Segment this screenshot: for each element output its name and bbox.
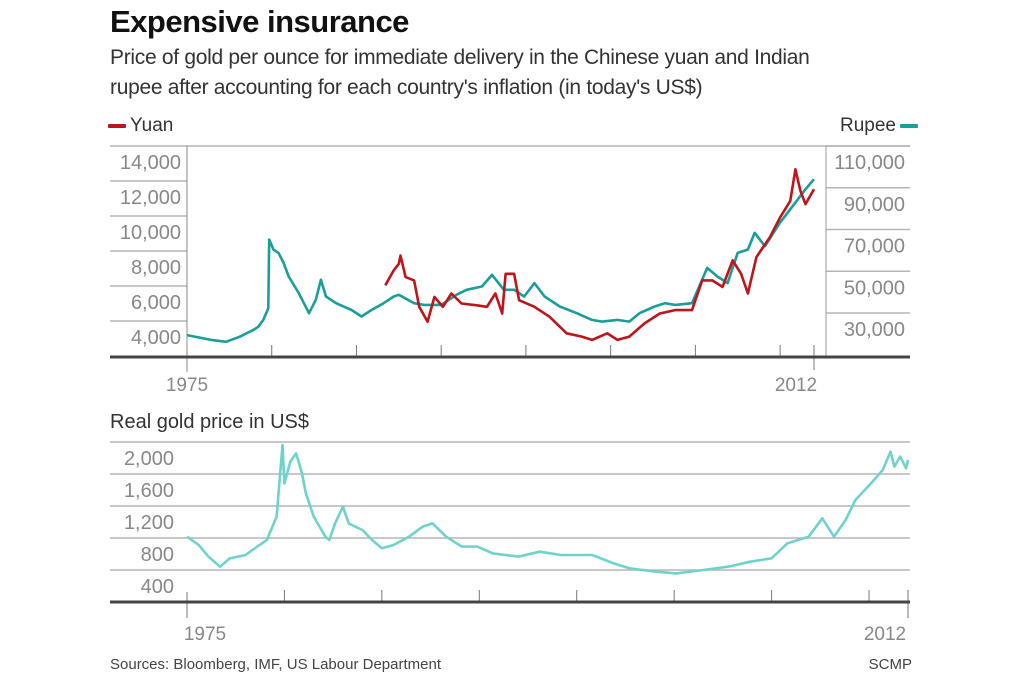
y-tick-label: 800 [141,544,174,566]
y-tick-label: 1,200 [124,512,174,534]
left-y-tick-label: 12,000 [120,187,181,209]
right-y-tick-label: 90,000 [844,194,905,216]
left-y-tick-label: 8,000 [131,257,181,279]
chart-subtitle-line2: rupee after accounting for each country'… [110,76,703,99]
left-y-tick-label: 10,000 [120,222,181,244]
legend-rupee: Rupee [840,115,918,137]
legend-yuan: Yuan [108,115,173,137]
yuan-series-line [384,168,816,342]
x-tick-label-1975: 1975 [184,624,226,645]
right-y-tick-label: 50,000 [844,277,905,299]
legend-yuan-label: Yuan [130,115,174,136]
y-tick-label: 400 [141,576,174,598]
credit-label: SCMP [868,656,912,673]
x-tick-label-2012: 2012 [864,624,906,645]
chart-subtitle-line1: Price of gold per ounce for immediate de… [110,46,810,69]
real-gold-series-line [186,443,910,575]
left-y-tick-label: 14,000 [120,152,181,174]
x-tick-label-2012: 2012 [775,375,817,396]
left-y-tick-label: 4,000 [131,327,181,349]
chart-title: Expensive insurance [110,4,409,39]
y-tick-label: 1,600 [124,480,174,502]
x-tick-label-1975: 1975 [166,375,208,396]
legend-rupee-label: Rupee [840,115,896,136]
legend-yuan-swatch [108,124,126,128]
right-y-tick-label: 30,000 [844,319,905,341]
right-y-tick-label: 70,000 [844,236,905,258]
y-tick-label: 2,000 [124,448,174,470]
rupee-series-line [186,178,815,344]
right-y-tick-label: 110,000 [834,152,905,174]
real-gold-chart-title: Real gold price in US$ [110,411,309,433]
sources-note: Sources: Bloomberg, IMF, US Labour Depar… [110,656,441,673]
legend-rupee-swatch [900,124,918,128]
left-y-tick-label: 6,000 [131,292,181,314]
